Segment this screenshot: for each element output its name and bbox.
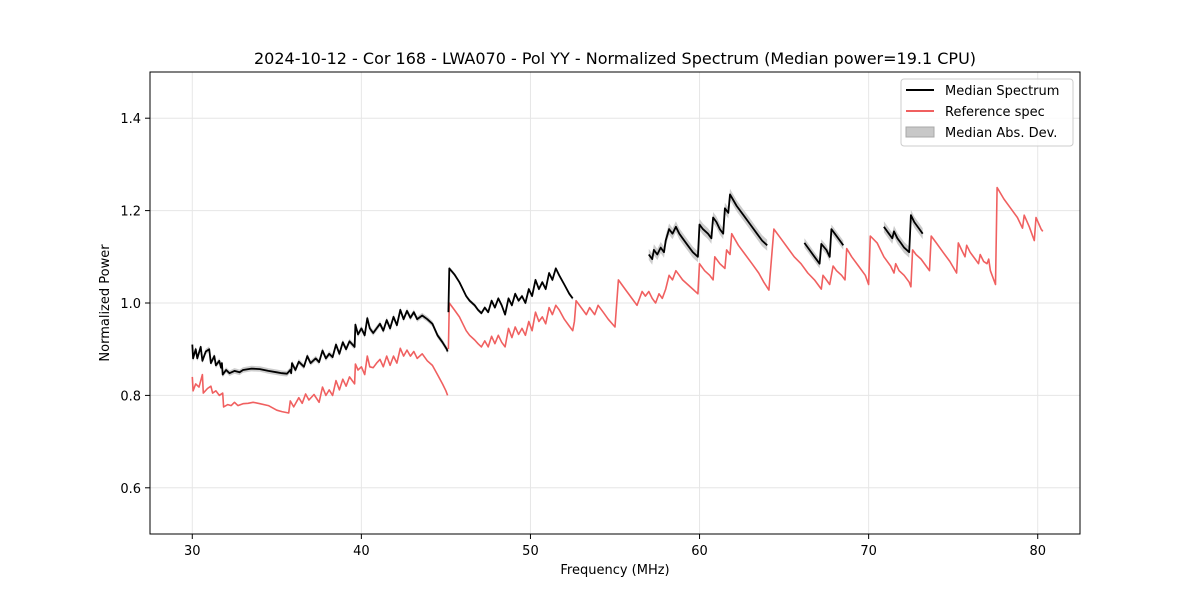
x-tick-label: 30 <box>184 544 201 559</box>
median-spectrum-line <box>191 308 449 376</box>
x-tick-label: 80 <box>1029 544 1046 559</box>
x-tick-label: 50 <box>522 544 539 559</box>
y-tick-label: 0.6 <box>120 482 141 497</box>
median-spectrum-line <box>648 193 768 261</box>
median-spectrum-line <box>883 214 924 254</box>
median-spectrum-line <box>447 267 574 316</box>
legend-median-label: Median Spectrum <box>945 84 1059 99</box>
axis-ticks: 30 40 50 60 70 80 0.6 0.8 1.0 1.2 1.4 <box>120 112 1046 559</box>
y-tick-label: 1.0 <box>120 297 141 312</box>
mad-band-area <box>192 307 448 378</box>
mad-band-area <box>883 209 923 258</box>
x-tick-label: 70 <box>860 544 877 559</box>
y-tick-label: 1.4 <box>120 112 141 127</box>
y-axis-label: Normalized Power <box>98 244 113 362</box>
x-tick-label: 40 <box>353 544 370 559</box>
y-tick-label: 1.2 <box>120 205 141 220</box>
x-axis-label: Frequency (MHz) <box>560 563 669 578</box>
reference-spec-line <box>191 347 449 414</box>
legend-reference-label: Reference spec <box>945 105 1045 120</box>
legend-box <box>900 78 1074 147</box>
x-tick-label: 60 <box>691 544 708 559</box>
reference-spec-line <box>447 186 1044 350</box>
legend-mad-swatch <box>905 126 935 138</box>
legend-mad-label: Median Abs. Dev. <box>945 126 1057 141</box>
legend: Median Spectrum Reference spec Median Ab… <box>900 78 1074 147</box>
y-tick-label: 0.8 <box>120 389 141 404</box>
chart-title: 2024-10-12 - Cor 168 - LWA070 - Pol YY -… <box>254 49 976 68</box>
series-layer <box>191 186 1044 414</box>
median-spectrum-line <box>803 228 845 265</box>
